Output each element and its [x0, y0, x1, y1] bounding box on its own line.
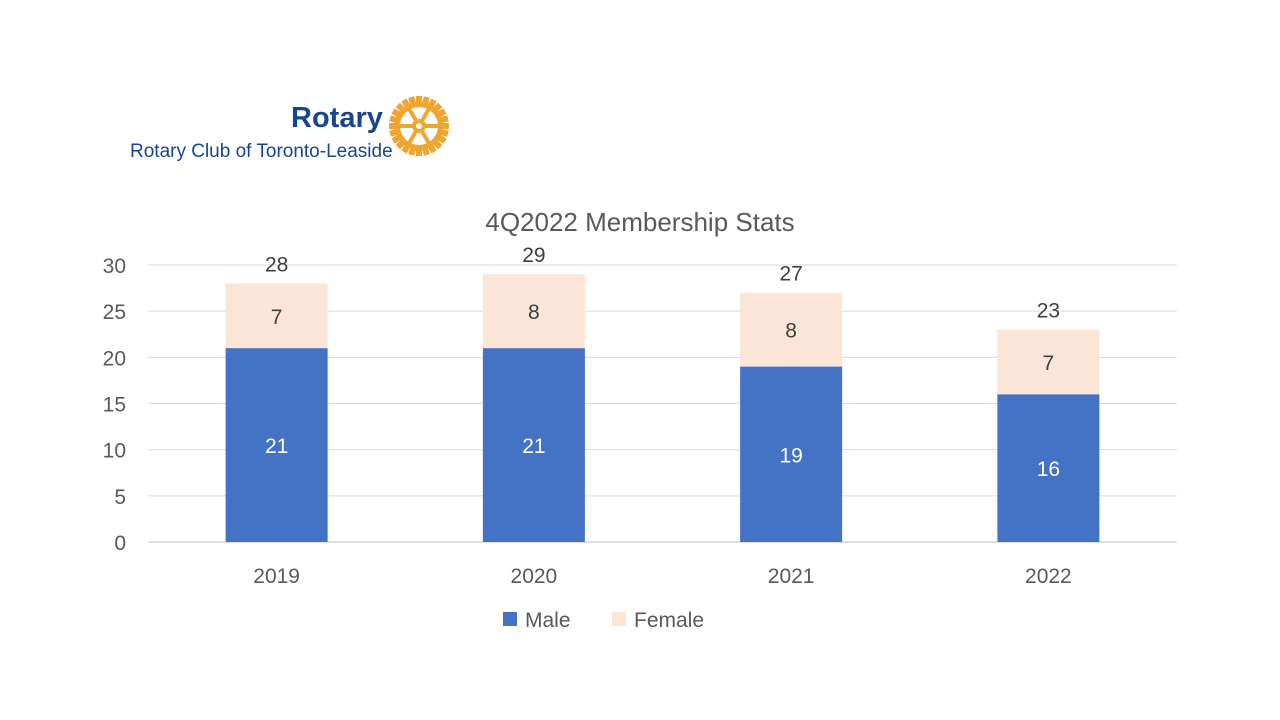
rotary-wheel-icon	[389, 96, 449, 156]
x-tick-label: 2019	[253, 565, 300, 588]
rotary-logo: Rotary Rotary Club of Toronto-Leaside	[128, 94, 458, 169]
chart-title: 4Q2022 Membership Stats	[485, 207, 794, 237]
legend-label-female: Female	[634, 609, 704, 632]
y-tick-label: 30	[103, 255, 126, 278]
x-tick-label: 2021	[768, 565, 815, 588]
total-label: 27	[779, 263, 802, 286]
bar-male	[482, 348, 585, 542]
data-label: 8	[528, 301, 540, 324]
total-label: 29	[522, 244, 545, 267]
legend-swatch-female	[612, 612, 626, 626]
data-label: 8	[785, 320, 797, 343]
y-tick-label: 15	[103, 394, 126, 417]
bar-female	[225, 283, 328, 349]
logo-wordmark: Rotary	[291, 102, 383, 134]
y-tick-label: 10	[103, 440, 126, 463]
x-tick-label: 2022	[1025, 565, 1072, 588]
y-tick-label: 5	[114, 486, 126, 509]
data-label: 21	[522, 435, 545, 458]
bar-male	[997, 394, 1100, 542]
data-label: 7	[271, 306, 283, 329]
legend-swatch-male	[503, 612, 517, 626]
y-tick-label: 25	[103, 301, 126, 324]
data-label: 7	[1043, 352, 1055, 375]
data-label: 21	[265, 435, 288, 458]
bar-female	[997, 329, 1100, 395]
total-label: 23	[1037, 300, 1060, 323]
data-label: 16	[1037, 458, 1060, 481]
y-tick-label: 20	[103, 347, 126, 370]
bar-female	[482, 274, 585, 349]
total-label: 28	[265, 253, 288, 276]
x-tick-label: 2020	[511, 565, 558, 588]
logo-club-name: Rotary Club of Toronto-Leaside	[130, 141, 393, 162]
bar-male	[225, 348, 328, 542]
data-label: 19	[779, 444, 802, 467]
bar-male	[740, 366, 843, 542]
bar-female	[740, 292, 843, 367]
legend-label-male: Male	[525, 609, 571, 632]
y-tick-label: 0	[114, 532, 126, 555]
